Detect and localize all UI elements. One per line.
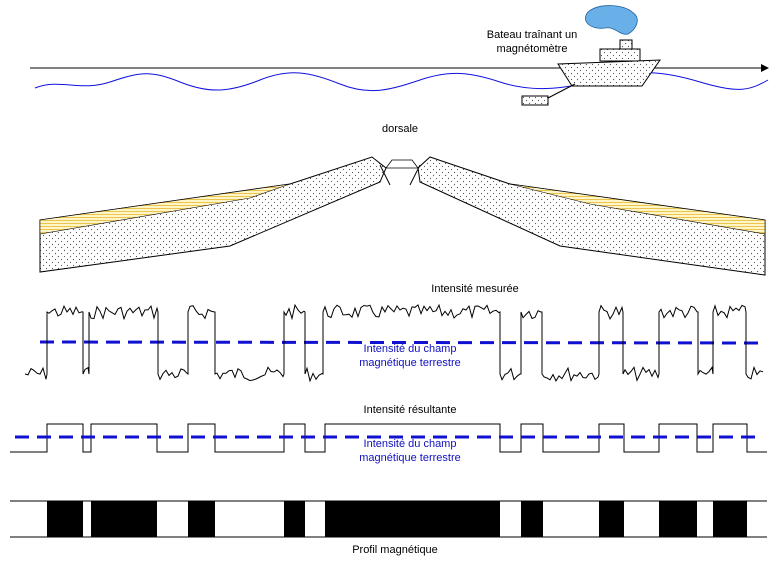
measured-title: Intensité mesurée [431,283,518,295]
ship-cabin [599,48,641,62]
sediment-right [509,183,766,235]
field-label: Intensité du champ [364,438,457,450]
fault [379,164,391,186]
field-line [39,340,766,345]
measured-section: Intensité mesurée Intensité du champ mag… [24,283,766,383]
sediment-left [39,183,291,235]
normal-polarity-band [325,501,500,537]
ship-label: Bateau traînant un [487,29,578,41]
field-label: magnétique terrestre [359,357,461,369]
ship-hull [557,59,661,87]
ship-section: Bateau traînant un magnétomètre [30,5,769,106]
ship-label: magnétomètre [497,43,568,55]
normal-polarity-band [659,501,697,537]
normal-polarity-band [599,501,624,537]
sea-wave [34,72,769,92]
magnetometer [521,95,549,106]
rift [385,159,419,169]
normal-polarity-band [91,501,157,537]
fault [409,164,421,186]
resultant-signal [10,423,767,453]
normal-polarity-band [47,501,83,537]
field-label: magnétique terrestre [359,452,461,464]
normal-polarity-band [284,501,305,537]
ship-chimney [619,39,633,50]
normal-polarity-band [521,501,543,537]
field-label: Intensité du champ [364,343,457,355]
resultant-section: Intensité résultante Intensité du champ … [10,404,767,464]
resultant-title: Intensité résultante [364,404,457,416]
normal-polarity-band [713,501,747,537]
ridge-label: dorsale [382,123,418,135]
crust-left [39,156,387,273]
smoke [585,5,638,35]
normal-polarity-band [188,501,215,537]
ridge-section: dorsale [39,123,766,276]
profile-label: Profil magnétique [352,544,438,556]
measured-signal [24,303,764,383]
profile-section: Profil magnétique [10,500,767,556]
tow-cable [547,83,576,99]
